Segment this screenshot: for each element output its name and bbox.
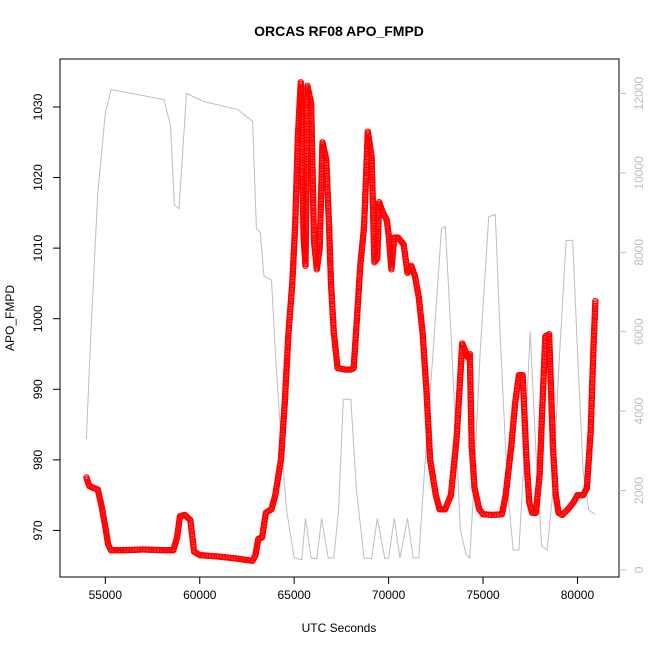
y-tick-label-6: 1030 (31, 93, 45, 120)
data-point-2408 (592, 297, 599, 305)
y2-tick-label-0: 0 (632, 566, 646, 573)
y2-tick-label-1: 2000 (632, 477, 646, 504)
y-axis-right: 0 2000 4000 6000 8000 10000 12000 (619, 77, 646, 573)
x-axis: 55000 60000 65000 70000 75000 80000 (89, 577, 595, 602)
y-tick-label-0: 970 (31, 520, 45, 540)
x-tick-label-5: 80000 (561, 588, 595, 602)
x-tick-label-0: 55000 (89, 588, 123, 602)
x-tick-label-2: 65000 (277, 588, 311, 602)
y2-tick-label-2: 4000 (632, 397, 646, 424)
x-tick-label-4: 75000 (466, 588, 500, 602)
chart-title: ORCAS RF08 APO_FMPD (254, 23, 424, 39)
x-axis-label: UTC Seconds (302, 621, 377, 635)
y-tick-label-3: 1000 (31, 305, 45, 332)
y2-tick-label-4: 8000 (632, 239, 646, 266)
x-tick-label-1: 60000 (183, 588, 217, 602)
secondary-series-line (85, 89, 596, 561)
x-tick-label-3: 70000 (372, 588, 406, 602)
y2-tick-label-6: 12000 (632, 77, 646, 111)
primary-series (83, 79, 599, 564)
plot-frame (59, 58, 620, 578)
data-point-1315 (373, 256, 380, 264)
secondary-series (85, 89, 596, 561)
y-tick-label-1: 980 (31, 450, 45, 470)
y2-tick-label-3: 6000 (632, 318, 646, 345)
y-tick-label-4: 1010 (31, 234, 45, 261)
y-axis-label: APO_FMPD (3, 285, 17, 351)
y-tick-label-5: 1020 (31, 164, 45, 191)
y-axis-left: 970 980 990 1000 1010 1020 1030 (31, 93, 60, 540)
y-tick-label-2: 990 (31, 379, 45, 399)
y2-tick-label-5: 10000 (632, 156, 646, 190)
